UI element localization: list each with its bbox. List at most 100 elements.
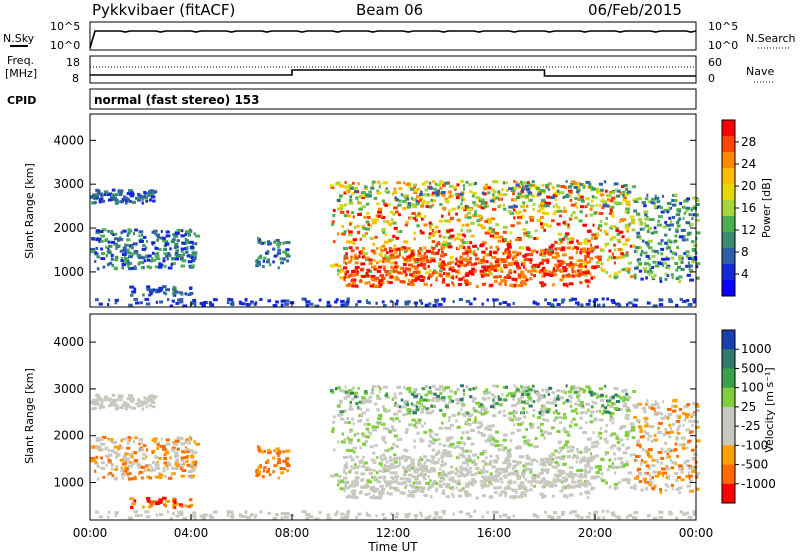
- velocity-cell: [540, 408, 545, 411]
- power-cell: [613, 182, 619, 186]
- power-cell: [482, 282, 487, 286]
- velocity-cell: [461, 412, 466, 416]
- velocity-cell: [615, 515, 620, 519]
- velocity-cell: [263, 466, 267, 470]
- power-cell: [671, 216, 676, 219]
- velocity-cell: [421, 466, 426, 470]
- velocity-cell: [614, 457, 617, 461]
- velocity-cell: [509, 495, 514, 499]
- velocity-cell: [91, 407, 96, 411]
- power-cell: [347, 188, 352, 192]
- power-cell: [396, 299, 399, 303]
- velocity-cell: [343, 396, 347, 400]
- velocity-cell: [690, 466, 695, 470]
- power-cell: [179, 300, 184, 304]
- power-cell: [376, 189, 380, 193]
- velocity-cell: [636, 439, 641, 443]
- velocity-cell: [352, 446, 358, 450]
- power-cell: [572, 275, 576, 278]
- power-cell: [587, 202, 590, 206]
- power-cell: [569, 199, 573, 202]
- power-cell: [434, 244, 439, 248]
- velocity-cell: [584, 484, 588, 488]
- velocity-cell: [376, 394, 380, 398]
- power-cell: [167, 266, 173, 270]
- power-cell: [493, 251, 498, 255]
- power-cell: [446, 229, 451, 233]
- velocity-cell: [570, 409, 576, 413]
- velocity-cell: [361, 396, 366, 400]
- power-cell: [633, 303, 638, 307]
- power-cell: [155, 257, 161, 261]
- power-cell: [637, 258, 642, 261]
- power-cell: [404, 267, 408, 271]
- power-cell: [373, 259, 376, 263]
- power-cell: [494, 266, 499, 270]
- power-cell: [550, 243, 554, 247]
- power-cell: [471, 267, 476, 271]
- power-cell: [364, 232, 368, 236]
- power-cell: [429, 268, 432, 272]
- velocity-cell: [539, 462, 542, 466]
- velocity-cell: [566, 484, 570, 488]
- velocity-cell: [659, 412, 663, 416]
- velocity-cell: [404, 513, 410, 517]
- velocity-cell: [597, 468, 602, 472]
- power-cell: [629, 275, 635, 279]
- velocity-cell: [424, 385, 429, 389]
- power-cell: [186, 246, 189, 250]
- velocity-cell: [571, 478, 574, 482]
- velocity-cell: [417, 473, 422, 477]
- velocity-cell: [352, 422, 355, 426]
- velocity-cell: [618, 438, 624, 442]
- power-cell: [515, 211, 520, 215]
- power-cell: [282, 241, 285, 245]
- power-cell: [485, 247, 488, 251]
- power-cell: [462, 252, 466, 256]
- velocity-cell: [600, 393, 604, 397]
- velocity-cell: [163, 475, 167, 478]
- velocity-cell: [429, 386, 432, 390]
- velocity-cell: [600, 479, 606, 483]
- power-cell: [692, 300, 696, 304]
- velocity-cell: [314, 517, 320, 521]
- velocity-cell: [528, 468, 533, 471]
- power-cell: [414, 259, 420, 263]
- power-cell: [624, 210, 627, 213]
- power-cell: [427, 265, 430, 268]
- velocity-cell: [257, 465, 263, 469]
- power-cell: [550, 196, 555, 200]
- velocity-cell: [607, 399, 612, 403]
- velocity-cell: [259, 446, 262, 450]
- power-cell: [351, 278, 357, 282]
- velocity-cell: [399, 491, 405, 495]
- power-cell: [677, 254, 683, 258]
- velocity-cell: [532, 400, 536, 404]
- velocity-cell: [588, 387, 592, 391]
- velocity-cell: [384, 441, 387, 445]
- velocity-cell: [587, 408, 590, 412]
- power-cell: [231, 300, 235, 304]
- velocity-cell: [611, 511, 615, 515]
- power-cell: [174, 245, 179, 249]
- power-cell: [484, 205, 488, 209]
- power-cell: [147, 287, 151, 291]
- power-cell: [591, 187, 596, 191]
- power-cell: [533, 274, 536, 278]
- velocity-cell: [128, 453, 131, 457]
- velocity-cell: [474, 386, 478, 390]
- power-ytick-label: 1000: [53, 265, 84, 279]
- power-cell: [403, 181, 406, 185]
- velocity-cell: [552, 483, 558, 487]
- power-cell: [433, 271, 439, 275]
- power-cell: [516, 266, 521, 270]
- power-cell: [657, 223, 662, 227]
- velocity-cell: [517, 495, 522, 499]
- power-cell: [381, 216, 386, 219]
- power-cell: [352, 273, 356, 277]
- velocity-cell: [374, 487, 380, 491]
- power-cell: [540, 225, 545, 229]
- velocity-cell: [606, 509, 610, 513]
- power-cell: [613, 243, 616, 247]
- velocity-cell: [626, 395, 632, 399]
